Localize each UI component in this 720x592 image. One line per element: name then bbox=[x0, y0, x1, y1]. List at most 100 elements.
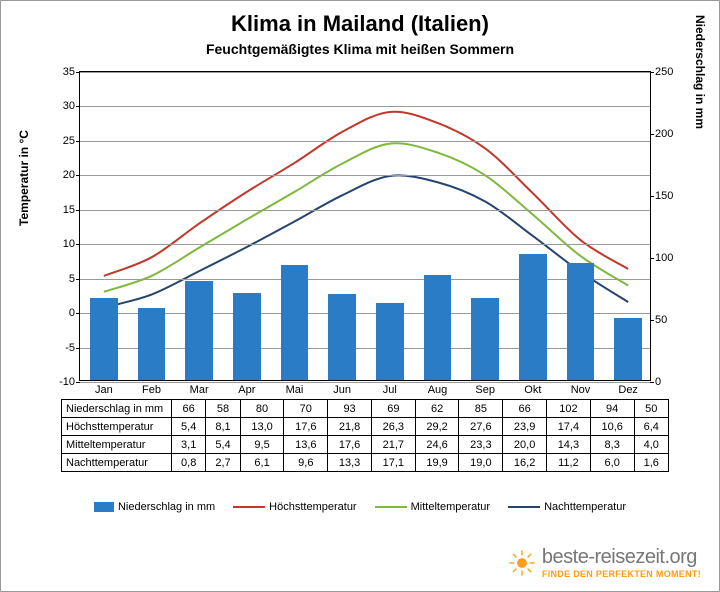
cell: 10,6 bbox=[590, 418, 634, 436]
x-tick: Jan bbox=[95, 384, 113, 396]
logo-text: beste-reisezeit.org bbox=[542, 546, 701, 569]
y-right-tick: 100 bbox=[655, 252, 673, 264]
y-right-tick: 250 bbox=[655, 66, 673, 78]
legend-label: Nachttemperatur bbox=[544, 501, 626, 513]
bar bbox=[424, 275, 452, 380]
cell: 13,3 bbox=[328, 454, 372, 472]
cell: 102 bbox=[547, 400, 591, 418]
cell: 66 bbox=[503, 400, 547, 418]
cell: 9,6 bbox=[284, 454, 328, 472]
x-tick: Okt bbox=[524, 384, 541, 396]
cell: 24,6 bbox=[415, 436, 459, 454]
cell: 50 bbox=[634, 400, 668, 418]
line-nacht bbox=[104, 175, 628, 307]
cell: 19,0 bbox=[459, 454, 503, 472]
cell: 5,4 bbox=[206, 436, 240, 454]
legend-label: Höchsttemperatur bbox=[269, 501, 356, 513]
legend-item: Nachttemperatur bbox=[508, 501, 626, 513]
row-label: Nachttemperatur bbox=[62, 454, 172, 472]
cell: 4,0 bbox=[634, 436, 668, 454]
legend-item: Niederschlag in mm bbox=[94, 501, 215, 513]
cell: 3,1 bbox=[172, 436, 206, 454]
cell: 11,2 bbox=[547, 454, 591, 472]
bar bbox=[281, 265, 309, 380]
cell: 26,3 bbox=[371, 418, 415, 436]
cell: 13,0 bbox=[240, 418, 284, 436]
y-left-tick: 5 bbox=[69, 273, 75, 285]
y-left-tick: 0 bbox=[69, 307, 75, 319]
legend-swatch bbox=[233, 506, 265, 508]
row-label: Höchsttemperatur bbox=[62, 418, 172, 436]
cell: 2,7 bbox=[206, 454, 240, 472]
logo-tagline: FINDE DEN PERFEKTEN MOMENT! bbox=[542, 569, 701, 579]
bar bbox=[614, 318, 642, 380]
cell: 21,7 bbox=[371, 436, 415, 454]
legend-label: Mitteltemperatur bbox=[411, 501, 490, 513]
legend: Niederschlag in mm Höchsttemperatur Mittel… bbox=[1, 501, 719, 513]
cell: 17,1 bbox=[371, 454, 415, 472]
cell: 6,0 bbox=[590, 454, 634, 472]
data-table: Niederschlag in mm6658807093696285661029… bbox=[61, 399, 669, 472]
bar bbox=[185, 281, 213, 380]
x-tick: Apr bbox=[238, 384, 255, 396]
cell: 80 bbox=[240, 400, 284, 418]
cell: 93 bbox=[328, 400, 372, 418]
x-tick: Sep bbox=[475, 384, 495, 396]
cell: 14,3 bbox=[547, 436, 591, 454]
x-tick: Mar bbox=[190, 384, 209, 396]
chart-title: Klima in Mailand (Italien) bbox=[1, 11, 719, 37]
cell: 6,1 bbox=[240, 454, 284, 472]
cell: 9,5 bbox=[240, 436, 284, 454]
legend-swatch bbox=[508, 506, 540, 508]
cell: 69 bbox=[371, 400, 415, 418]
logo-text-block: beste-reisezeit.org FINDE DEN PERFEKTEN … bbox=[542, 546, 701, 579]
line-hoechst bbox=[104, 112, 628, 276]
bar bbox=[90, 298, 118, 380]
cell: 13,6 bbox=[284, 436, 328, 454]
y-left-tick: 20 bbox=[63, 169, 75, 181]
line-mittel bbox=[104, 143, 628, 291]
y-left-tick: 15 bbox=[63, 204, 75, 216]
y-axis-right-label: Niederschlag in mm bbox=[693, 15, 707, 129]
bar bbox=[519, 254, 547, 380]
bar bbox=[376, 303, 404, 380]
cell: 62 bbox=[415, 400, 459, 418]
site-logo: beste-reisezeit.org FINDE DEN PERFEKTEN … bbox=[508, 546, 701, 579]
table-row: Nachttemperatur0,82,76,19,613,317,119,91… bbox=[62, 454, 669, 472]
row-label: Mitteltemperatur bbox=[62, 436, 172, 454]
cell: 23,3 bbox=[459, 436, 503, 454]
climate-chart-container: Klima in Mailand (Italien) Feuchtgemäßig… bbox=[0, 0, 720, 592]
x-tick: Dez bbox=[618, 384, 638, 396]
cell: 20,0 bbox=[503, 436, 547, 454]
y-right-tick: 0 bbox=[655, 376, 661, 388]
y-right-tick: 50 bbox=[655, 314, 667, 326]
legend-item: Mitteltemperatur bbox=[375, 501, 490, 513]
legend-swatch bbox=[375, 506, 407, 508]
cell: 70 bbox=[284, 400, 328, 418]
cell: 8,1 bbox=[206, 418, 240, 436]
y-left-tick: 10 bbox=[63, 238, 75, 250]
cell: 29,2 bbox=[415, 418, 459, 436]
cell: 17,6 bbox=[328, 436, 372, 454]
bar bbox=[471, 298, 499, 380]
chart-subtitle: Feuchtgemäßigtes Klima mit heißen Sommer… bbox=[1, 41, 719, 57]
y-axis-left-label: Temperatur in °C bbox=[17, 130, 31, 226]
table-row: Mitteltemperatur3,15,49,513,617,621,724,… bbox=[62, 436, 669, 454]
cell: 1,6 bbox=[634, 454, 668, 472]
cell: 17,4 bbox=[547, 418, 591, 436]
cell: 19,9 bbox=[415, 454, 459, 472]
cell: 0,8 bbox=[172, 454, 206, 472]
cell: 58 bbox=[206, 400, 240, 418]
table-row: Höchsttemperatur5,48,113,017,621,826,329… bbox=[62, 418, 669, 436]
x-tick: Aug bbox=[428, 384, 448, 396]
bar bbox=[233, 293, 261, 380]
y-left-tick: 35 bbox=[63, 66, 75, 78]
cell: 21,8 bbox=[328, 418, 372, 436]
cell: 5,4 bbox=[172, 418, 206, 436]
bar bbox=[328, 294, 356, 380]
y-right-tick: 150 bbox=[655, 190, 673, 202]
x-tick: Nov bbox=[571, 384, 591, 396]
x-tick: Feb bbox=[142, 384, 161, 396]
y-left-tick: -5 bbox=[65, 342, 75, 354]
table-row: Niederschlag in mm6658807093696285661029… bbox=[62, 400, 669, 418]
